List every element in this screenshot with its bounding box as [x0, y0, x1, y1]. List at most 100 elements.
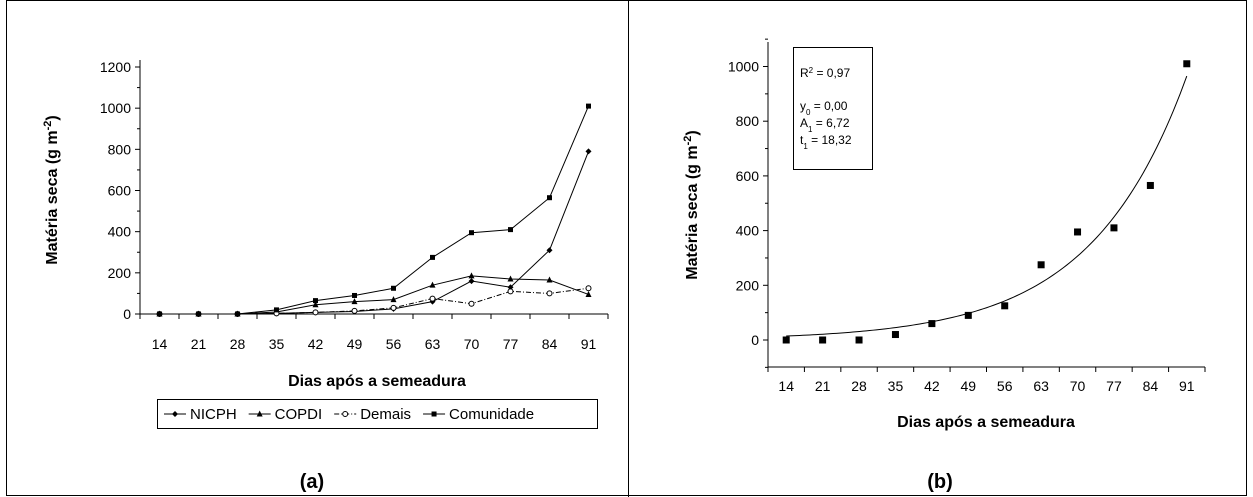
chart-a: 0 200 400 600 800 1000 1200 14 21 28 35 42 49 56 63 70…: [42, 59, 609, 493]
panel-label-a: (a): [300, 471, 324, 493]
data-point: [196, 311, 201, 317]
y-axis-title-a: Matéria seca (g m-2): [42, 115, 61, 264]
data-point: [390, 296, 397, 303]
y-tick-label-b: 600: [736, 168, 760, 184]
data-point: [391, 285, 396, 291]
x-tick-label-b: 70: [1070, 378, 1086, 394]
data-point: [157, 311, 162, 317]
data-point: [312, 309, 319, 316]
data-point: [313, 298, 318, 304]
x-tick-label-b: 56: [997, 378, 1013, 394]
legend-item: Demais: [334, 406, 411, 423]
x-tick-label-a: 21: [191, 336, 207, 352]
legend-marker: [172, 411, 178, 417]
data-point: [430, 254, 435, 260]
data-point: [586, 103, 591, 109]
y-tick-label-b: 0: [751, 332, 759, 348]
x-tick-label-b: 42: [924, 378, 940, 394]
x-tick-label-b: 14: [778, 378, 794, 394]
legend-marker: [431, 411, 437, 417]
x-tick-label-a: 49: [347, 336, 363, 352]
x-tick-label-b: 91: [1179, 378, 1195, 394]
series-points: [782, 60, 1191, 344]
x-tick-label-b: 21: [815, 378, 831, 394]
data-point: [585, 285, 592, 292]
x-tick-label-a: 70: [464, 336, 480, 352]
x-tick-label-b: 28: [851, 378, 867, 394]
data-point: [468, 278, 475, 285]
x-tick-label-b: 84: [1143, 378, 1159, 394]
x-axis-title-b: Dias após a semeadura: [897, 414, 1075, 431]
data-point: [351, 307, 358, 314]
data-point: [782, 336, 790, 344]
x-tick-label-a: 42: [308, 336, 324, 352]
fit-y0: y0 = 0,00: [800, 99, 848, 117]
data-point: [546, 276, 553, 283]
legend-item: Comunidade: [423, 406, 534, 423]
y-tick-label-a: 1000: [100, 100, 131, 116]
y-tick-label-a: 400: [108, 224, 132, 240]
legend-item: COPDI: [248, 406, 322, 423]
legend-item: NICPH: [164, 406, 237, 423]
legend: NICPH COPDI Demais Comunidade: [164, 406, 534, 423]
y-tick-label-a: 1200: [100, 59, 131, 75]
data-point: [964, 311, 972, 319]
data-point: [585, 148, 592, 155]
data-point: [585, 290, 592, 297]
data-point: [508, 227, 513, 233]
fit-t1: t1 = 18,32: [800, 133, 852, 151]
y-tick-label-a: 0: [123, 306, 131, 322]
x-tick-label-a: 35: [269, 336, 285, 352]
fit-r2: R2 = 0,97: [800, 66, 850, 81]
y-tick-label-a: 600: [108, 183, 132, 199]
data-point: [855, 336, 863, 344]
data-point: [429, 295, 436, 302]
chart-b: 0 200 400 600 800 1000 14 21 28 35 42 49 56 63 70 77 84…: [682, 38, 1206, 493]
series-comunidade: [157, 103, 591, 317]
x-tick-label-a: 56: [386, 336, 402, 352]
panel-label-b: (b): [927, 471, 953, 493]
fit-a1: A1 = 6,72: [800, 116, 850, 134]
y-tick-label-b: 1000: [728, 59, 759, 75]
data-point: [390, 304, 397, 311]
y-tick-label-b: 200: [736, 277, 760, 293]
series-demais: [156, 285, 592, 317]
x-axis-title-a: Dias após a semeadura: [288, 373, 466, 390]
x-tick-label-b: 35: [888, 378, 904, 394]
data-point: [507, 275, 514, 282]
x-tick-label-a: 28: [230, 336, 246, 352]
data-point: [468, 272, 475, 279]
x-tick-label-a: 91: [581, 336, 597, 352]
data-point: [1110, 224, 1118, 232]
legend-box: [157, 399, 598, 429]
x-tick-label-b: 77: [1106, 378, 1122, 394]
legend-marker: [342, 411, 349, 417]
data-point: [928, 320, 936, 328]
data-point: [1146, 181, 1154, 189]
data-point: [1037, 261, 1045, 269]
x-tick-label-a: 63: [425, 336, 441, 352]
data-point: [235, 311, 240, 317]
y-tick-label-b: 800: [736, 113, 760, 129]
y-tick-label-a: 800: [108, 141, 132, 157]
data-point: [469, 230, 474, 236]
series-line: [159, 275, 589, 315]
data-point: [891, 331, 899, 339]
fit-parameters-box: [793, 47, 873, 170]
y-tick-label-a: 200: [108, 265, 132, 281]
data-point: [468, 300, 475, 307]
figure-border: [6, 0, 1247, 496]
data-point: [1001, 302, 1009, 310]
data-point: [819, 336, 827, 344]
fit-curve: [786, 75, 1188, 337]
y-tick-label-b: 400: [736, 223, 760, 239]
legend-label: Demais: [360, 406, 411, 423]
legend-label: Comunidade: [449, 406, 534, 423]
x-tick-label-a: 77: [503, 336, 519, 352]
data-point: [546, 247, 553, 254]
data-point: [1183, 60, 1191, 68]
x-tick-label-b: 49: [961, 378, 977, 394]
data-point: [312, 301, 319, 308]
data-point: [507, 284, 514, 291]
data-point: [1074, 228, 1082, 236]
